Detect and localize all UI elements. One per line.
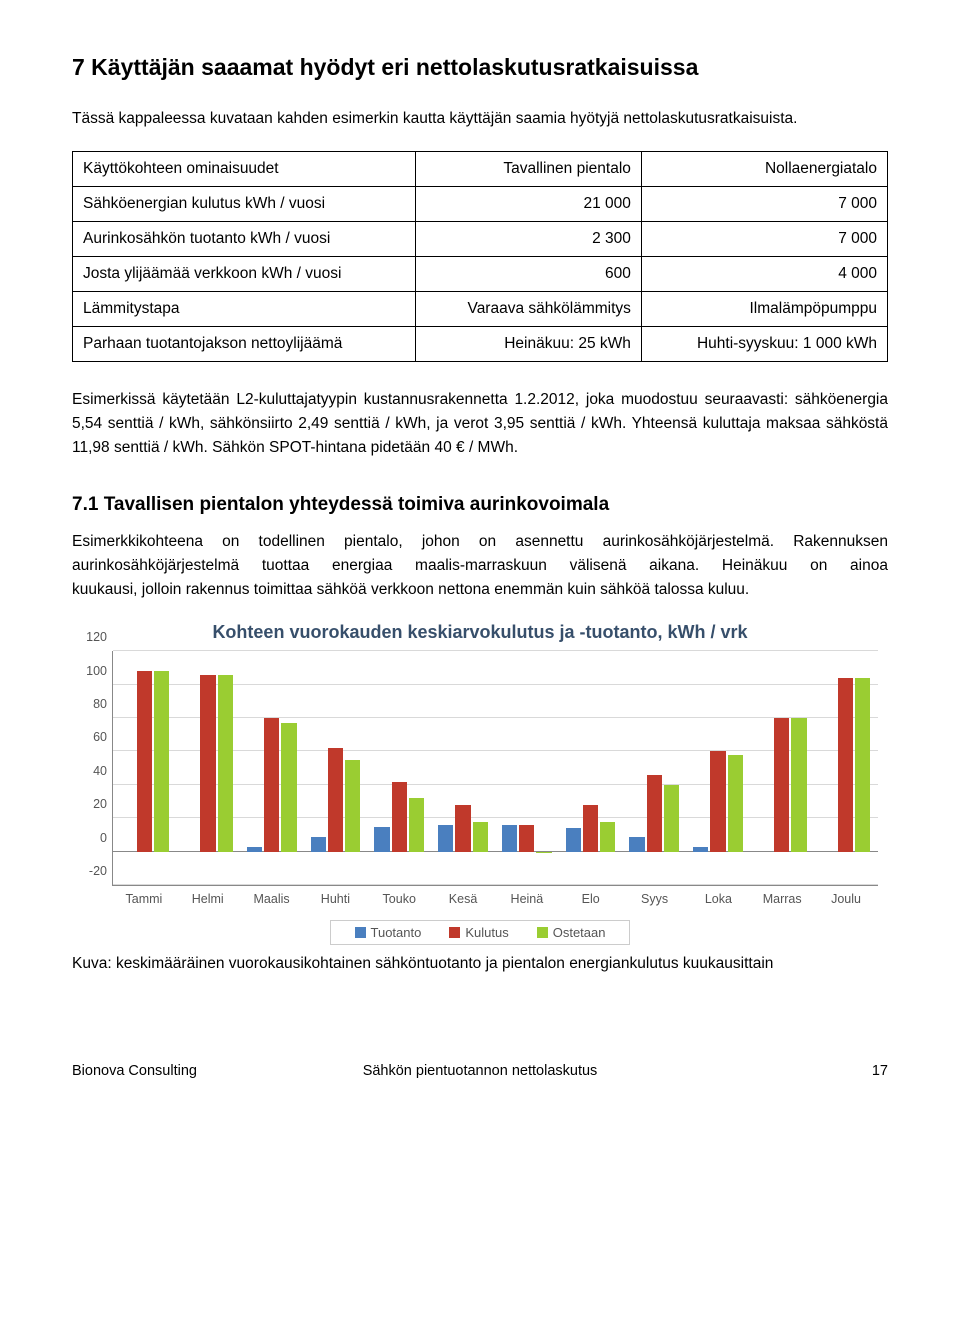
example-paragraph-b: kuukausi, jolloin rakennus toimittaa säh… bbox=[72, 578, 888, 602]
chart-bar bbox=[629, 837, 644, 852]
table-row: Parhaan tuotantojakson nettoylijäämäHein… bbox=[73, 327, 888, 362]
chart-bar bbox=[600, 822, 615, 852]
chart-x-label: Elo bbox=[559, 892, 623, 906]
cost-paragraph: Esimerkissä käytetään L2-kuluttajatyypin… bbox=[72, 388, 888, 460]
footer-right: 17 bbox=[616, 1063, 888, 1079]
chart-bar bbox=[774, 718, 789, 852]
properties-table: Käyttökohteen ominaisuudet Tavallinen pi… bbox=[72, 151, 888, 362]
legend-item: Ostetaan bbox=[537, 925, 606, 940]
chart-x-label: Heinä bbox=[495, 892, 559, 906]
table-header-cell: Käyttökohteen ominaisuudet bbox=[73, 152, 416, 187]
chart-bar bbox=[693, 847, 708, 852]
table-header-row: Käyttökohteen ominaisuudet Tavallinen pi… bbox=[73, 152, 888, 187]
chart-legend: Tuotanto Kulutus Ostetaan bbox=[72, 920, 888, 945]
chart-bar bbox=[264, 718, 279, 852]
chart-bar bbox=[536, 852, 551, 854]
chart-bar bbox=[455, 805, 470, 852]
legend-item: Kulutus bbox=[449, 925, 508, 940]
chart-x-label: Kesä bbox=[431, 892, 495, 906]
footer-center: Sähkön pientuotannon nettolaskutus bbox=[344, 1063, 616, 1079]
chart-x-label: Huhti bbox=[303, 892, 367, 906]
chart-x-label: Syys bbox=[623, 892, 687, 906]
chart-x-label: Loka bbox=[686, 892, 750, 906]
chart-bar bbox=[281, 723, 296, 852]
chart-bar bbox=[374, 827, 389, 852]
figure-caption: Kuva: keskimääräinen vuorokausikohtainen… bbox=[72, 955, 888, 973]
chart-bar bbox=[247, 847, 262, 852]
chart-x-label: Helmi bbox=[176, 892, 240, 906]
chart-bar bbox=[791, 718, 806, 852]
footer-left: Bionova Consulting bbox=[72, 1063, 344, 1079]
chart-bar bbox=[502, 825, 517, 852]
chart-bar bbox=[200, 675, 215, 852]
table-row: Aurinkosähkön tuotanto kWh / vuosi2 3007… bbox=[73, 222, 888, 257]
chart-bar bbox=[345, 760, 360, 852]
table-header-cell: Nollaenergiatalo bbox=[641, 152, 887, 187]
section-heading: 7.1 Tavallisen pientalon yhteydessä toim… bbox=[72, 494, 888, 516]
table-header-cell: Tavallinen pientalo bbox=[416, 152, 642, 187]
legend-item: Tuotanto bbox=[355, 925, 422, 940]
chart-x-label: Joulu bbox=[814, 892, 878, 906]
chart-bar bbox=[519, 825, 534, 852]
page-title: 7 Käyttäjän saaamat hyödyt eri nettolask… bbox=[72, 54, 888, 81]
intro-paragraph: Tässä kappaleessa kuvataan kahden esimer… bbox=[72, 107, 888, 131]
chart-bar bbox=[647, 775, 662, 852]
chart-bar bbox=[664, 785, 679, 852]
page-footer: Bionova Consulting Sähkön pientuotannon … bbox=[72, 1063, 888, 1079]
daily-average-chart: Kohteen vuorokauden keskiarvokulutus ja … bbox=[72, 622, 888, 945]
chart-bar bbox=[392, 782, 407, 852]
chart-title: Kohteen vuorokauden keskiarvokulutus ja … bbox=[72, 622, 888, 643]
chart-bar bbox=[409, 798, 424, 851]
chart-bar bbox=[583, 805, 598, 852]
chart-bar bbox=[566, 828, 581, 851]
chart-bar bbox=[710, 751, 725, 851]
chart-x-label: Touko bbox=[367, 892, 431, 906]
chart-bar bbox=[838, 678, 853, 852]
chart-bar bbox=[311, 837, 326, 852]
chart-bar bbox=[218, 675, 233, 852]
chart-x-label: Tammi bbox=[112, 892, 176, 906]
chart-bar bbox=[154, 671, 169, 852]
chart-bar bbox=[855, 678, 870, 852]
chart-bar bbox=[438, 825, 453, 852]
table-row: Josta ylijäämää verkkoon kWh / vuosi6004… bbox=[73, 257, 888, 292]
chart-bar bbox=[473, 822, 488, 852]
example-paragraph-a: Esimerkkikohteena on todellinen pientalo… bbox=[72, 530, 888, 578]
chart-bar bbox=[328, 748, 343, 852]
chart-x-label: Marras bbox=[750, 892, 814, 906]
chart-bar bbox=[137, 671, 152, 852]
table-row: Sähköenergian kulutus kWh / vuosi21 0007… bbox=[73, 187, 888, 222]
table-row: LämmitystapaVaraava sähkölämmitysIlmaläm… bbox=[73, 292, 888, 327]
chart-bar bbox=[728, 755, 743, 852]
chart-x-label: Maalis bbox=[240, 892, 304, 906]
